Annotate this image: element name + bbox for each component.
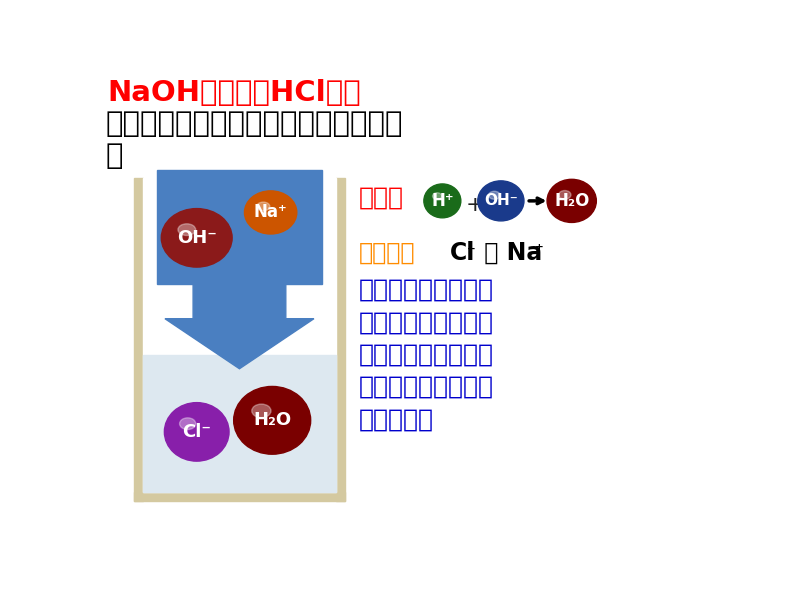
Ellipse shape — [478, 181, 524, 221]
Text: H₂O: H₂O — [554, 192, 589, 210]
Text: +: + — [465, 195, 484, 215]
Bar — [143, 355, 336, 492]
Ellipse shape — [547, 179, 596, 222]
Text: 反应前后溶液中离子发生了怎样的变化: 反应前后溶液中离子发生了怎样的变化 — [105, 110, 403, 138]
Text: H₂O: H₂O — [253, 411, 291, 429]
Ellipse shape — [559, 191, 571, 199]
Text: NaOH溶液和稀HCl反应: NaOH溶液和稀HCl反应 — [107, 79, 361, 107]
Text: Cl⁻: Cl⁻ — [182, 423, 211, 441]
Text: 和 Na: 和 Na — [476, 241, 542, 265]
Bar — [133, 492, 345, 501]
Text: 实质：: 实质： — [359, 185, 404, 209]
Bar — [133, 178, 143, 501]
Text: 氢氧根离子反应生成: 氢氧根离子反应生成 — [359, 375, 494, 399]
Ellipse shape — [245, 191, 297, 234]
Bar — [143, 178, 336, 492]
Ellipse shape — [256, 202, 270, 211]
Text: H⁺: H⁺ — [431, 192, 453, 210]
Text: 氢离子和碱溶液中的: 氢离子和碱溶液中的 — [359, 343, 494, 367]
Text: 水的过程。: 水的过程。 — [359, 407, 434, 432]
Text: 旁观者：: 旁观者： — [359, 241, 416, 265]
Text: 的本质：酸溶液中的: 的本质：酸溶液中的 — [359, 311, 494, 334]
Ellipse shape — [164, 403, 229, 461]
Polygon shape — [165, 284, 314, 369]
Text: ？: ？ — [105, 142, 122, 170]
Ellipse shape — [433, 193, 441, 200]
Text: Cl: Cl — [450, 241, 476, 265]
Text: 氢氧化鑙与盐酸反应: 氢氧化鑙与盐酸反应 — [359, 278, 494, 302]
Text: OH⁻: OH⁻ — [484, 193, 518, 209]
Ellipse shape — [488, 191, 500, 199]
Bar — [336, 178, 345, 501]
Ellipse shape — [161, 209, 232, 267]
Ellipse shape — [424, 184, 461, 218]
Bar — [156, 170, 322, 284]
Ellipse shape — [178, 224, 195, 235]
Text: ⁻: ⁻ — [467, 243, 476, 260]
Text: Na⁺: Na⁺ — [254, 203, 287, 222]
Text: OH⁻: OH⁻ — [177, 229, 217, 247]
Text: ⁺: ⁺ — [534, 243, 544, 260]
Ellipse shape — [179, 418, 196, 430]
Ellipse shape — [233, 386, 310, 454]
Ellipse shape — [252, 404, 271, 418]
